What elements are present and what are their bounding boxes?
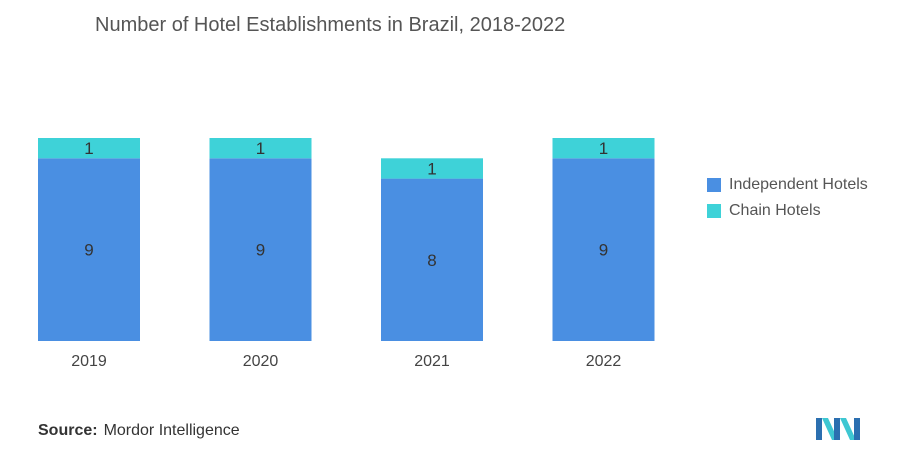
chart-title: Number of Hotel Establishments in Brazil… bbox=[95, 14, 566, 36]
x-tick-label-2021: 2021 bbox=[414, 353, 450, 370]
source-note: Source: Mordor Intelligence bbox=[38, 422, 240, 440]
bar-independent-hotels-2022[interactable] bbox=[552, 158, 655, 341]
legend-item-independent-hotels[interactable]: Independent Hotels bbox=[707, 172, 868, 198]
legend-swatch-independent-hotels bbox=[707, 178, 721, 192]
source-text: Mordor Intelligence bbox=[103, 422, 240, 439]
bar-independent-hotels-2020[interactable] bbox=[209, 158, 312, 341]
bar-chain-hotels-2022[interactable] bbox=[552, 138, 655, 159]
bar-chain-hotels-2021[interactable] bbox=[381, 158, 483, 179]
data-label-independent-hotels-2021: 8 bbox=[427, 251, 436, 270]
chart-plot: 9 1 9 1 8 1 9 1 2019 2020 2021 2022 bbox=[38, 138, 655, 370]
legend-swatch-chain-hotels bbox=[707, 204, 721, 218]
x-tick-label-2020: 2020 bbox=[243, 353, 279, 370]
bar-independent-hotels-2019[interactable] bbox=[38, 158, 140, 341]
bar-chain-hotels-2019[interactable] bbox=[38, 138, 140, 159]
legend-label-independent-hotels: Independent Hotels bbox=[729, 176, 868, 193]
bar-chain-hotels-2020[interactable] bbox=[209, 138, 312, 159]
legend-label-chain-hotels: Chain Hotels bbox=[729, 202, 821, 219]
data-label-chain-hotels-2020: 1 bbox=[256, 139, 265, 158]
data-label-chain-hotels-2021: 1 bbox=[427, 159, 436, 178]
x-tick-label-2022: 2022 bbox=[586, 353, 622, 370]
data-label-chain-hotels-2019: 1 bbox=[84, 139, 93, 158]
source-label: Source: bbox=[38, 422, 98, 439]
bar-independent-hotels-2021[interactable] bbox=[381, 178, 483, 341]
data-label-independent-hotels-2020: 9 bbox=[256, 241, 265, 260]
x-tick-label-2019: 2019 bbox=[71, 353, 107, 370]
legend-item-chain-hotels[interactable]: Chain Hotels bbox=[707, 198, 868, 224]
data-label-chain-hotels-2022: 1 bbox=[599, 139, 608, 158]
legend: Independent Hotels Chain Hotels bbox=[707, 172, 868, 224]
mordor-intelligence-logo-icon bbox=[816, 416, 862, 447]
data-label-independent-hotels-2019: 9 bbox=[84, 241, 93, 260]
data-label-independent-hotels-2022: 9 bbox=[599, 241, 608, 260]
